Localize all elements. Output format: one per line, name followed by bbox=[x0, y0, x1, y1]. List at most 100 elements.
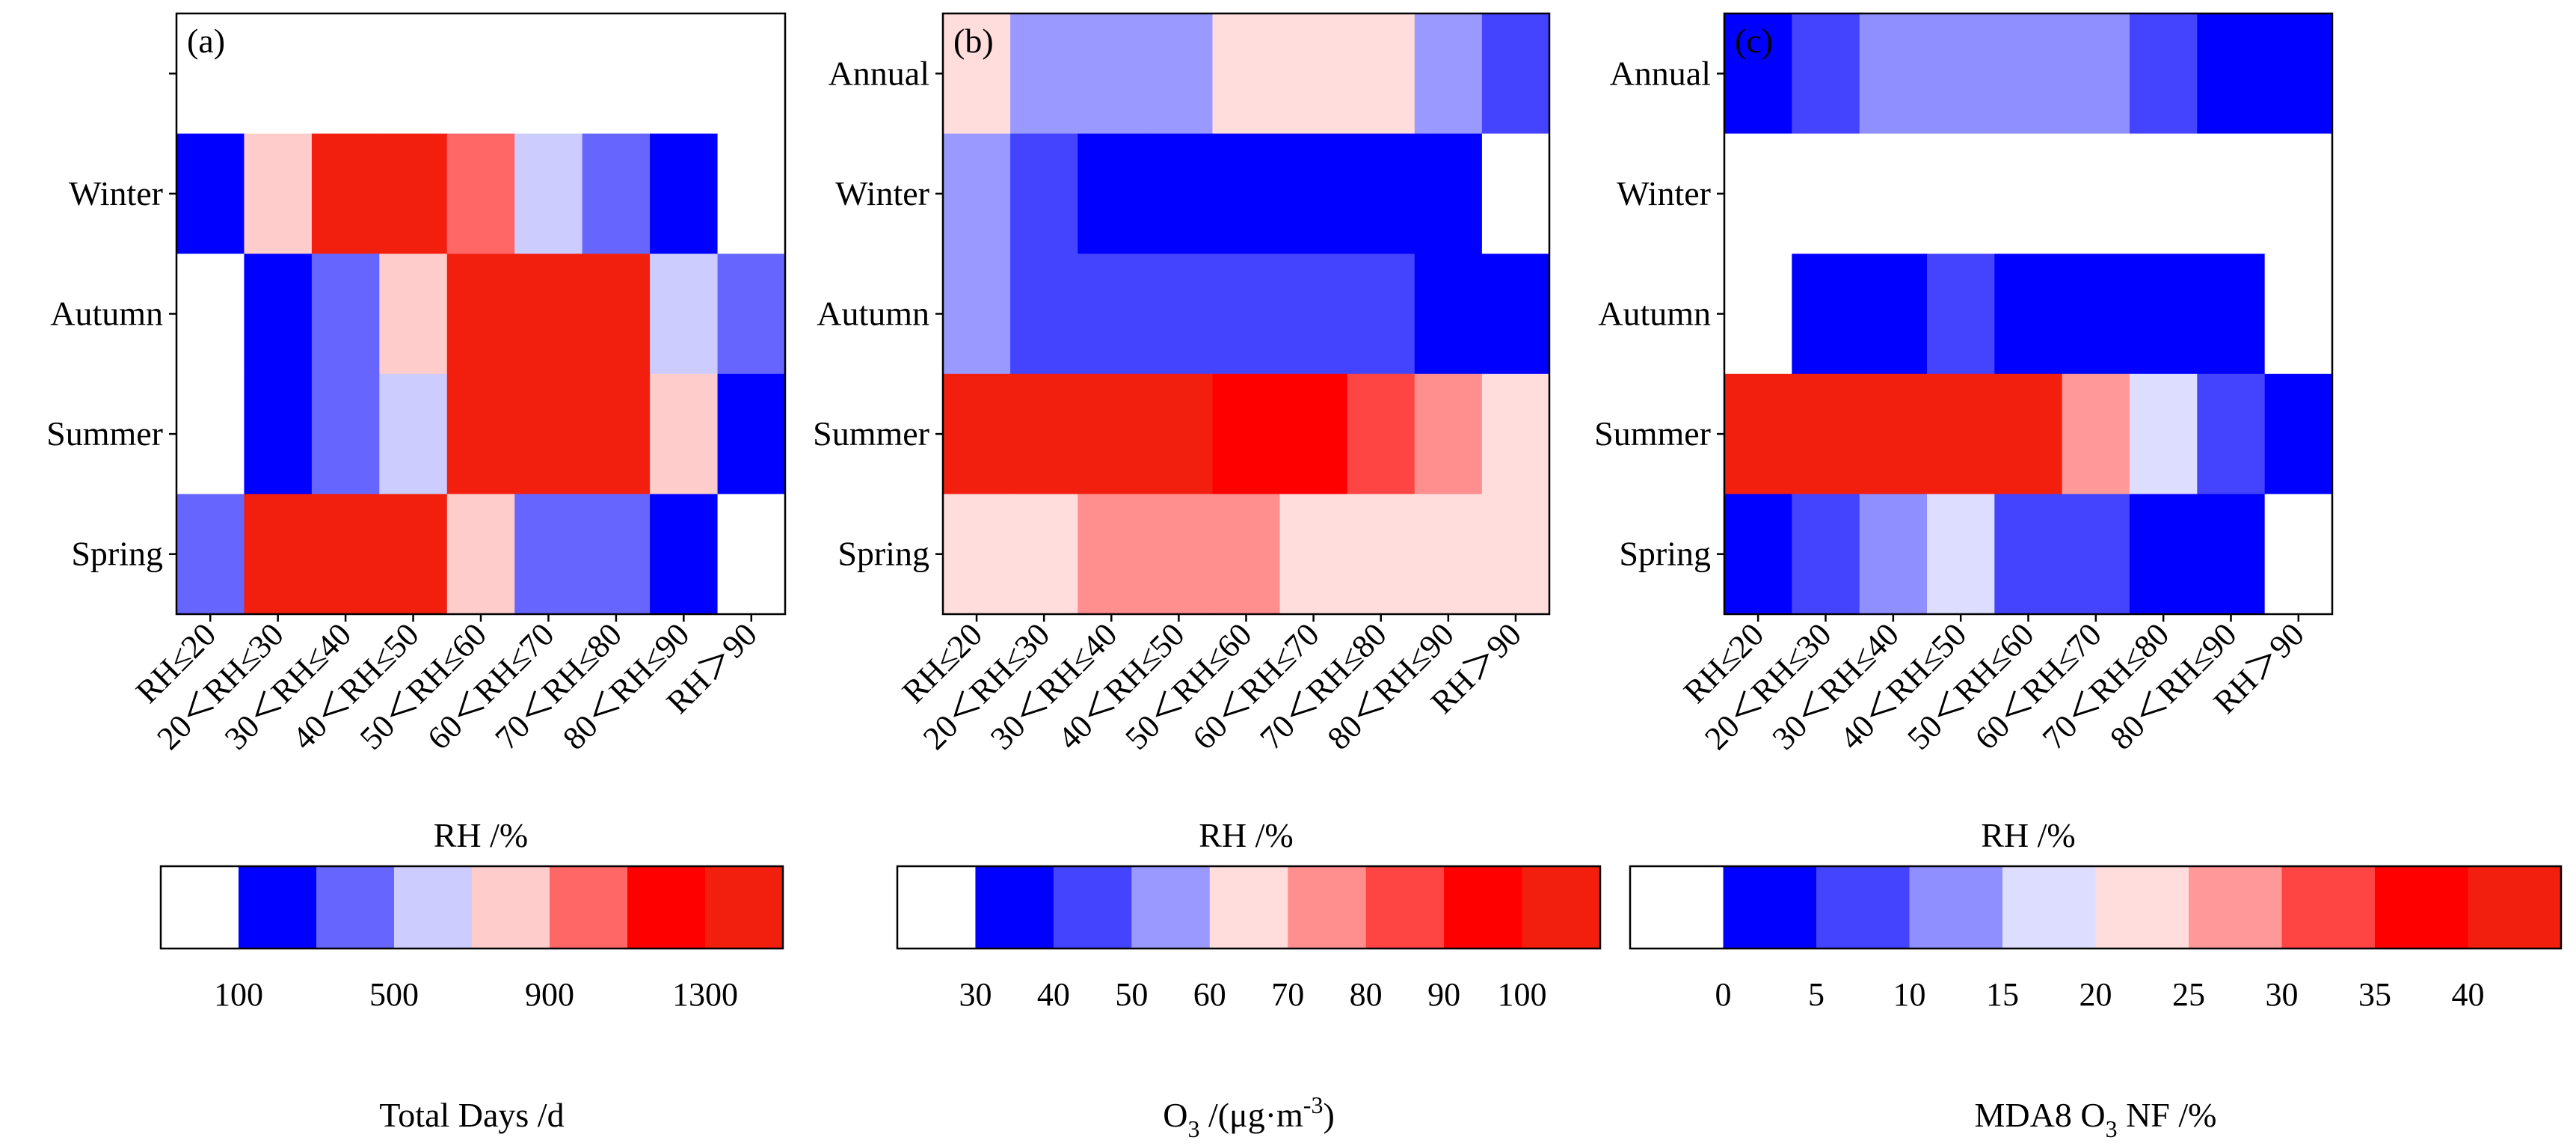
heatmap-cell bbox=[176, 494, 245, 615]
heatmap-cell bbox=[379, 13, 448, 135]
heatmap-cell bbox=[2130, 133, 2198, 254]
heatmap-cell bbox=[1481, 494, 1550, 615]
heatmap-cell bbox=[650, 254, 719, 375]
colorbar-tick-label: 35 bbox=[2358, 976, 2391, 1013]
colorbar-swatch bbox=[2281, 866, 2376, 949]
heatmap-cell bbox=[514, 254, 583, 375]
colorbar-swatch bbox=[1209, 866, 1288, 949]
heatmap-cell bbox=[1481, 13, 1550, 135]
colorbar-tick-label: 30 bbox=[959, 976, 992, 1013]
heatmap-cell bbox=[582, 13, 651, 135]
heatmap-cell bbox=[1010, 254, 1078, 375]
heatmap-cell bbox=[244, 133, 313, 254]
colorbar-swatch bbox=[472, 866, 550, 949]
y-tick-label: Winter bbox=[69, 174, 163, 212]
heatmap-cell bbox=[582, 494, 651, 615]
colorbar-swatch bbox=[1816, 866, 1911, 949]
colorbar-swatch bbox=[1522, 866, 1601, 949]
heatmap-cell bbox=[1792, 373, 1860, 494]
colorbar-label: MDA8 O3 NF /% bbox=[1975, 1096, 2217, 1142]
heatmap-cell bbox=[1414, 494, 1483, 615]
heatmap-cell bbox=[2062, 494, 2130, 615]
y-tick-label: Spring bbox=[837, 535, 929, 573]
colorbar-tick-label: 80 bbox=[1350, 976, 1383, 1013]
heatmap-cell bbox=[1279, 494, 1348, 615]
heatmap-cell bbox=[311, 494, 380, 615]
colorbar-tick-label: 500 bbox=[369, 976, 419, 1013]
heatmap-cell bbox=[311, 254, 380, 375]
colorbar: 100 500 900 1300 Total Days /d bbox=[159, 865, 784, 1134]
panel-label: (b) bbox=[953, 22, 994, 60]
heatmap-cell bbox=[1481, 133, 1550, 254]
colorbar-swatch bbox=[627, 866, 706, 949]
heatmap-cell bbox=[1145, 254, 1214, 375]
heatmap-cell bbox=[582, 373, 651, 494]
heatmap-cell bbox=[2130, 494, 2198, 615]
colorbar-tick-label: 10 bbox=[1893, 976, 1926, 1013]
heatmap-cell bbox=[1145, 373, 1214, 494]
colorbar-tick-label: 25 bbox=[2172, 976, 2205, 1013]
panel-a: (a)WinterAutumnSummerSpringRH≤2020＜RH≤30… bbox=[46, 12, 787, 1134]
heatmap-cell bbox=[1481, 373, 1550, 494]
heatmap-cell bbox=[1078, 254, 1146, 375]
colorbar: 0 5 10 15 20 25 30 35 40 MDA8 O3 NF /% bbox=[1629, 865, 2563, 1142]
heatmap-cell bbox=[1927, 133, 1995, 254]
colorbar-tick-label: 70 bbox=[1271, 976, 1304, 1013]
heatmap-cell bbox=[650, 133, 719, 254]
colorbar-swatch bbox=[1723, 866, 1817, 949]
y-tick-label: Autumn bbox=[50, 295, 163, 333]
heatmap-cell bbox=[1347, 494, 1415, 615]
colorbar-frame bbox=[159, 865, 784, 950]
heatmap-cell bbox=[244, 373, 313, 494]
y-tick-label: Autumn bbox=[1598, 295, 1711, 333]
panel-label: (c) bbox=[1735, 22, 1773, 60]
heatmap-cell bbox=[1414, 13, 1483, 135]
colorbar-tick-label: 0 bbox=[1715, 976, 1732, 1013]
y-tick-label: Summer bbox=[46, 414, 163, 453]
heatmap-cell bbox=[1927, 373, 1995, 494]
heatmap-cell bbox=[446, 373, 515, 494]
colorbar-swatch bbox=[1365, 866, 1445, 949]
heatmap-cell bbox=[379, 494, 448, 615]
heatmap-cell bbox=[1994, 133, 2063, 254]
heatmap-cell bbox=[176, 254, 245, 375]
heatmap-cell bbox=[1927, 494, 1995, 615]
heatmap-cell bbox=[2197, 254, 2266, 375]
heatmap-cell bbox=[1724, 13, 1792, 135]
heatmap-cell bbox=[2264, 133, 2333, 254]
heatmap-cell bbox=[1859, 133, 1928, 254]
heatmap-cell bbox=[1078, 133, 1146, 254]
heatmap-cell bbox=[1927, 254, 1995, 375]
colorbar-swatch bbox=[2002, 866, 2097, 949]
heatmap-cell bbox=[446, 133, 515, 254]
heatmap-cell bbox=[514, 494, 583, 615]
colorbar-tick-label: 900 bbox=[525, 976, 574, 1013]
heatmap-cell bbox=[311, 373, 380, 494]
colorbar-tick-label: 100 bbox=[214, 976, 263, 1013]
heatmap-cell bbox=[1792, 133, 1860, 254]
heatmap-cell bbox=[244, 254, 313, 375]
colorbar-tick-label: 50 bbox=[1115, 976, 1148, 1013]
heatmap-cell bbox=[379, 133, 448, 254]
colorbar-frame bbox=[896, 865, 1602, 950]
heatmap-cell bbox=[1927, 13, 1995, 135]
heatmap-cell bbox=[650, 13, 719, 135]
heatmap-cell bbox=[1145, 133, 1214, 254]
heatmap-cell bbox=[1145, 494, 1214, 615]
y-tick-label: Spring bbox=[1619, 535, 1711, 573]
y-tick-label: Winter bbox=[835, 174, 929, 212]
colorbar-label: O3 /(μg·m-3) bbox=[1163, 1091, 1335, 1142]
heatmap-cell bbox=[311, 133, 380, 254]
heatmap-cell bbox=[1010, 13, 1078, 135]
colorbar-swatch bbox=[1288, 866, 1367, 949]
heatmap-cell bbox=[1859, 373, 1928, 494]
colorbar-swatch bbox=[316, 866, 395, 949]
heatmap-cell bbox=[1078, 13, 1146, 135]
colorbar-swatch bbox=[2189, 866, 2283, 949]
heatmap-cell bbox=[1212, 494, 1281, 615]
heatmap-cell bbox=[1724, 133, 1792, 254]
heatmap-cell bbox=[244, 494, 313, 615]
heatmap-cell bbox=[1212, 133, 1281, 254]
heatmap-cell bbox=[717, 133, 786, 254]
